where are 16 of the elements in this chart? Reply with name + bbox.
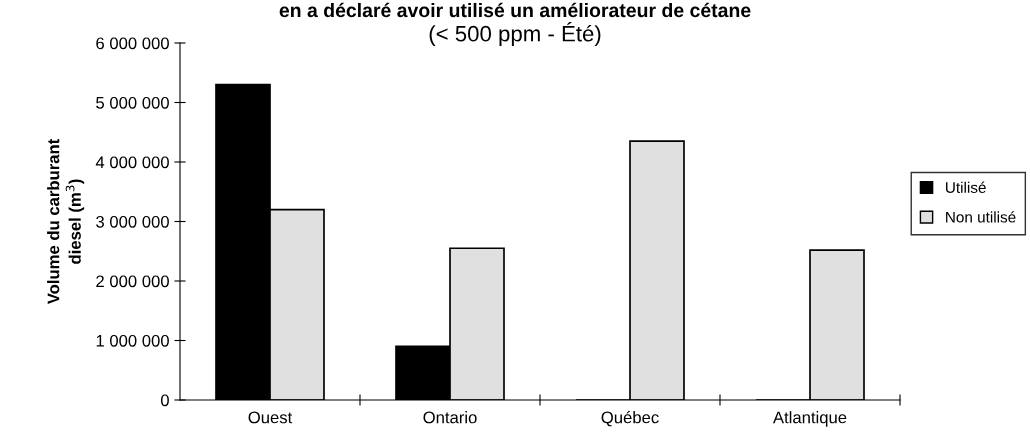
legend-label: Non utilisé <box>946 211 1016 223</box>
chart-title: en a déclaré avoir utilisé un améliorateur de cétane <box>279 2 751 18</box>
x-tick-label: Atlantique <box>772 411 847 427</box>
x-tick-label: Ouest <box>248 411 293 424</box>
y-tick-label: 0 <box>160 394 169 407</box>
y-tick-label: 1 000 000 <box>96 334 169 347</box>
y-tick-label: 2 000 000 <box>96 275 169 288</box>
y-tick-label: 3 000 000 <box>96 215 169 228</box>
y-axis-title: Volume du carburant diesel (m$^{3}$) <box>47 138 85 305</box>
x-tick-label: Ontario <box>423 411 477 424</box>
y-tick-label: 4 000 000 <box>95 156 169 169</box>
chart-subtitle: (< 500 ppm - Été) <box>429 22 601 46</box>
legend-label: Utilisé <box>946 181 986 193</box>
x-tick-label: Québec <box>601 410 659 427</box>
y-tick-label: 6 000 000 <box>96 37 169 50</box>
y-tick-label: 5 000 000 <box>96 96 169 109</box>
